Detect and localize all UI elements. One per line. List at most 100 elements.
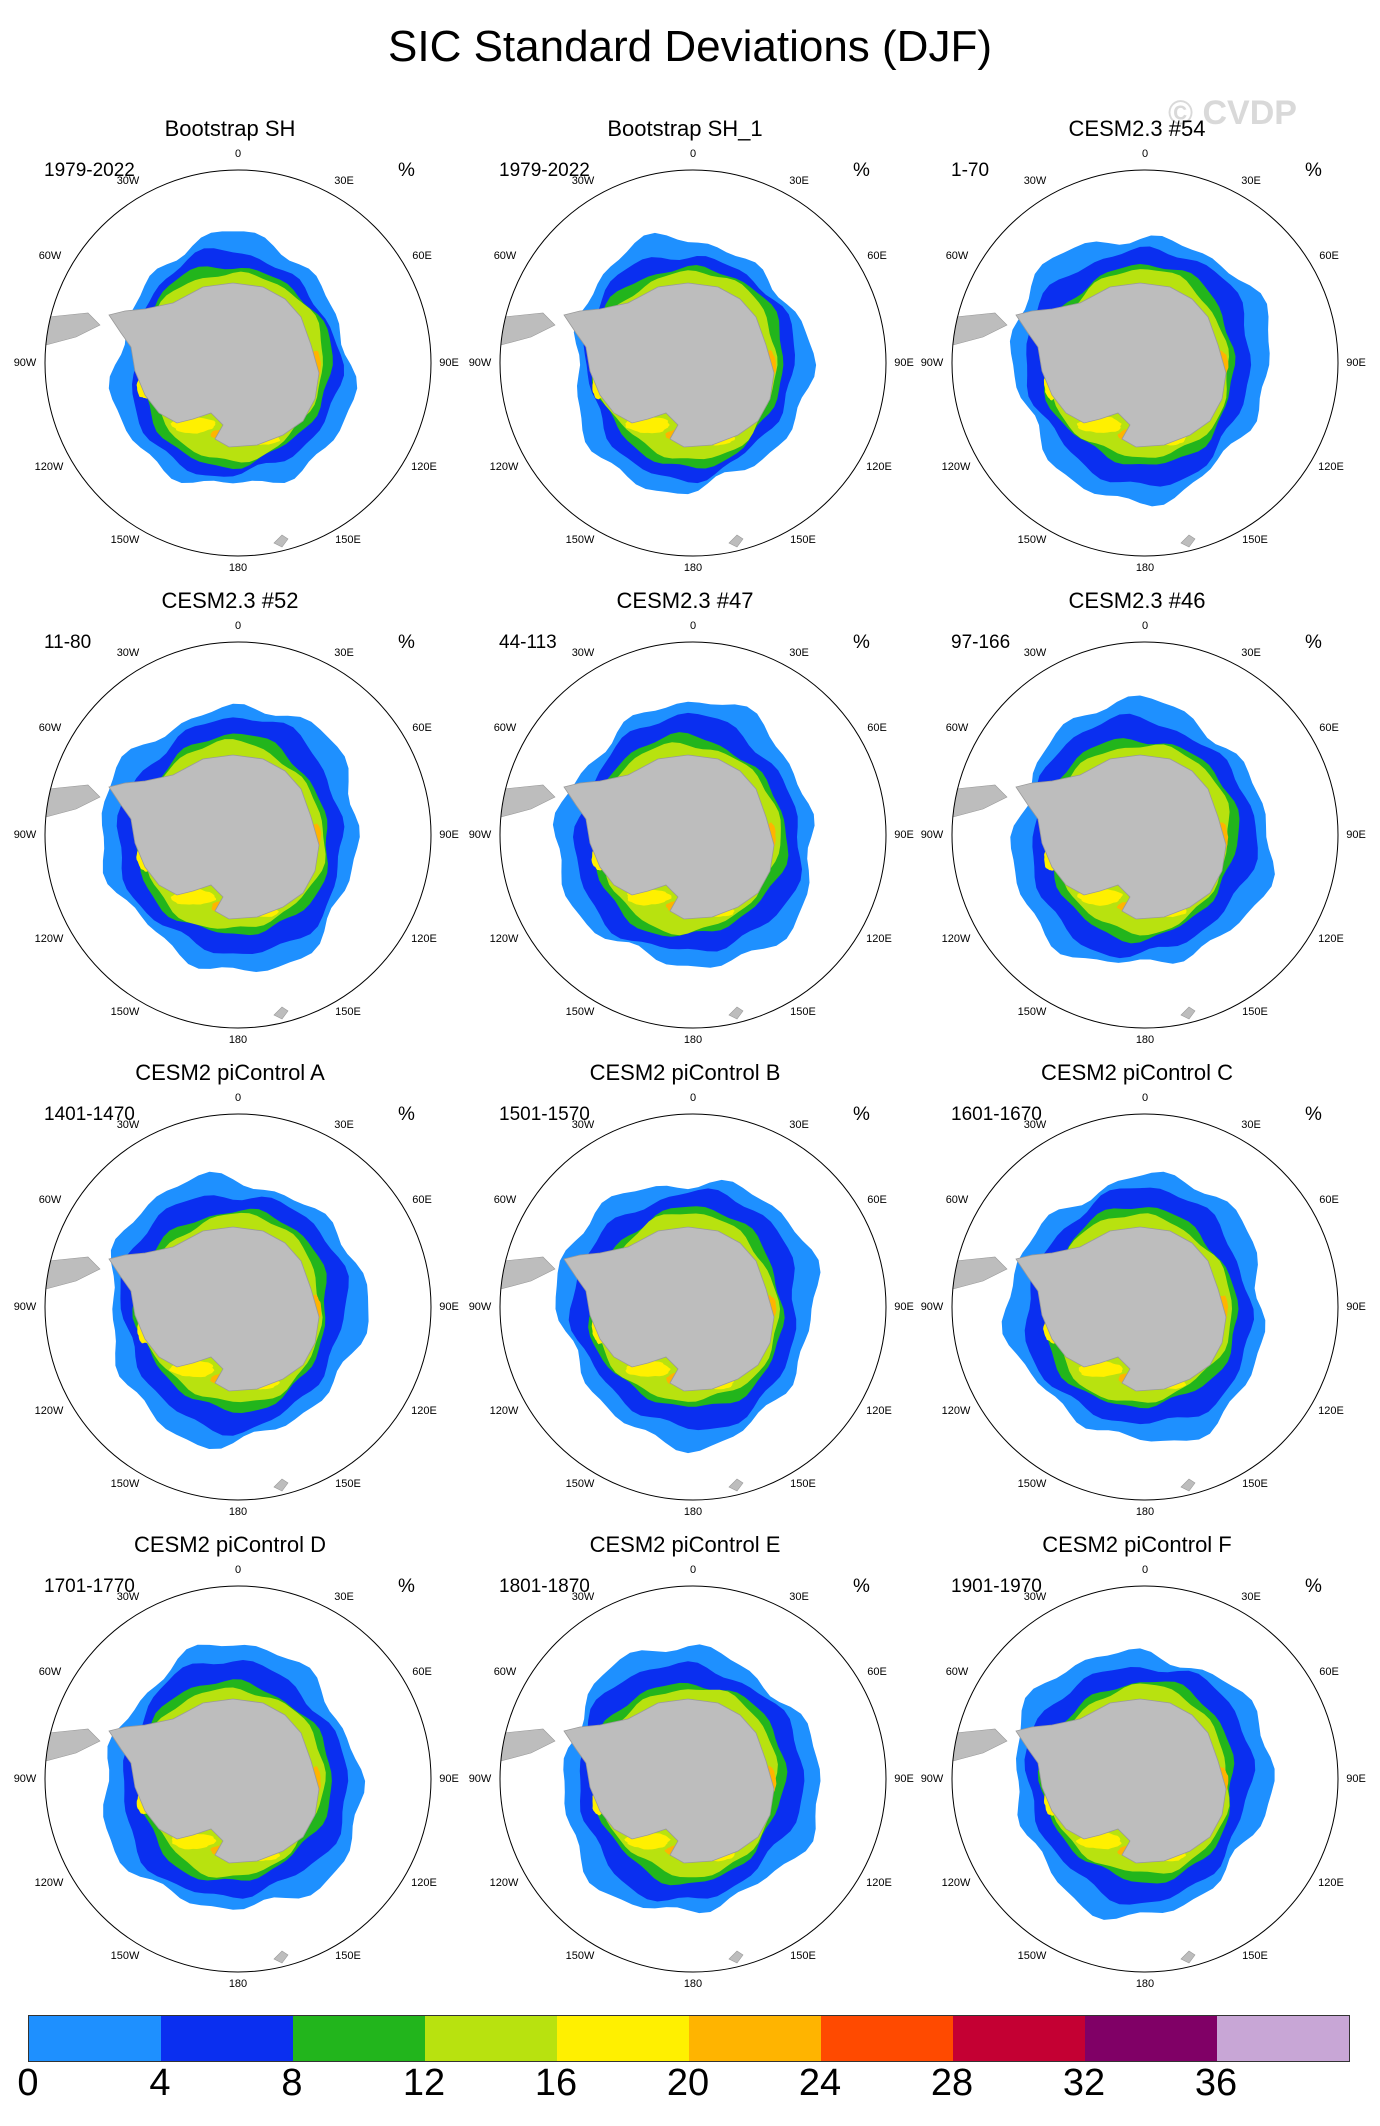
longitude-label: 150E	[335, 534, 361, 546]
colorbar-tick: 32	[1062, 2062, 1106, 2104]
longitude-label: 90E	[894, 1773, 914, 1785]
panel-years: 97-166	[951, 632, 1011, 653]
map-panel: CESM2 piControl C 1601-1670% 0 30E 60E 90E 120…	[907, 944, 1367, 1518]
antarctica-land	[108, 1226, 320, 1392]
new-zealand-land	[728, 1478, 744, 1492]
longitude-label: 90W	[921, 1773, 944, 1785]
longitude-label: 0	[1142, 148, 1148, 160]
new-zealand-land	[273, 1478, 289, 1492]
colorbar-tick: 24	[798, 2062, 842, 2104]
longitude-label: 120W	[490, 461, 519, 473]
longitude-label: 180	[684, 1506, 702, 1518]
longitude-label: 90W	[14, 357, 37, 369]
longitude-label: 60W	[946, 1666, 969, 1678]
panel-units: %	[853, 1104, 870, 1125]
colorbar-segment	[425, 2016, 557, 2061]
longitude-label: 30W	[117, 647, 140, 659]
longitude-label: 30E	[789, 1119, 809, 1131]
longitude-label: 90E	[894, 829, 914, 841]
longitude-label: 30E	[1241, 175, 1261, 187]
longitude-label: 180	[1136, 1978, 1154, 1990]
panel-units: %	[1305, 632, 1322, 653]
panel-years: 1701-1770	[44, 1576, 135, 1597]
longitude-label: 30E	[789, 175, 809, 187]
new-zealand-land	[1180, 1006, 1196, 1020]
colorbar-tick: 16	[534, 2062, 578, 2104]
longitude-label: 90E	[1346, 1301, 1366, 1313]
longitude-label: 180	[229, 1978, 247, 1990]
antarctica-land	[1015, 754, 1227, 920]
longitude-label: 30E	[1241, 647, 1261, 659]
longitude-label: 90E	[439, 829, 459, 841]
antarctica-land	[563, 1698, 775, 1864]
longitude-label: 60E	[867, 250, 887, 262]
longitude-label: 150E	[335, 1006, 361, 1018]
colorbar-segment	[293, 2016, 425, 2061]
longitude-label: 120W	[35, 1877, 64, 1889]
panel-title: Bootstrap SH_1	[607, 116, 763, 141]
antarctica-land	[108, 1698, 320, 1864]
longitude-label: 150W	[1018, 1478, 1047, 1490]
panel-title: CESM2 piControl A	[135, 1060, 325, 1085]
polar-map: 0 30E 60E 90E 120E 150E 180 150W 120W 90W 60W 30W	[14, 1092, 459, 1518]
antarctica-land	[563, 282, 775, 448]
antarctica-land	[108, 754, 320, 920]
panel-years: 11-80	[44, 632, 92, 653]
longitude-label: 90W	[14, 1301, 37, 1313]
longitude-label: 120W	[35, 1405, 64, 1417]
map-boundary	[499, 1585, 887, 1973]
panel-years: 1801-1870	[499, 1576, 590, 1597]
longitude-label: 180	[229, 1034, 247, 1046]
longitude-label: 150W	[111, 534, 140, 546]
panel-units: %	[398, 1104, 415, 1125]
longitude-label: 90E	[1346, 1773, 1366, 1785]
colorbar-segment	[29, 2016, 161, 2061]
new-zealand-land	[1180, 1950, 1196, 1964]
longitude-label: 60E	[412, 1194, 432, 1206]
longitude-label: 30W	[572, 647, 595, 659]
longitude-label: 120W	[942, 461, 971, 473]
panel-units: %	[1305, 1104, 1322, 1125]
longitude-label: 90E	[1346, 829, 1366, 841]
longitude-label: 0	[690, 148, 696, 160]
map-boundary	[44, 169, 432, 557]
map-boundary	[951, 1585, 1339, 1973]
antarctica-land	[563, 754, 775, 920]
longitude-label: 150E	[790, 1478, 816, 1490]
longitude-label: 30E	[334, 1591, 354, 1603]
panel-years: 1501-1570	[499, 1104, 590, 1125]
longitude-label: 60W	[494, 250, 517, 262]
panel-years: 1901-1970	[951, 1576, 1042, 1597]
longitude-label: 30E	[789, 647, 809, 659]
new-zealand-land	[273, 1006, 289, 1020]
map-boundary	[44, 1113, 432, 1501]
colorbar-segment	[1085, 2016, 1217, 2061]
longitude-label: 150E	[1242, 1950, 1268, 1962]
antarctica-land	[1015, 282, 1227, 448]
panel-years: 1601-1670	[951, 1104, 1042, 1125]
longitude-label: 150E	[335, 1478, 361, 1490]
longitude-label: 150W	[566, 1006, 595, 1018]
longitude-label: 30W	[572, 1591, 595, 1603]
panel-title: CESM2.3 #47	[616, 588, 754, 613]
colorbar-tick: 0	[17, 2062, 39, 2104]
longitude-label: 180	[229, 562, 247, 574]
longitude-label: 150W	[1018, 1950, 1047, 1962]
colorbar-segment	[689, 2016, 821, 2061]
longitude-label: 30W	[572, 175, 595, 187]
colorbar-tick: 28	[930, 2062, 974, 2104]
antarctica-land	[108, 282, 320, 448]
panel-title: CESM2 piControl E	[589, 1532, 781, 1557]
longitude-label: 90W	[469, 1301, 492, 1313]
polar-map: 0 30E 60E 90E 120E 150E 180 150W 120W 90W 60W 30W	[14, 1564, 459, 1990]
longitude-label: 150W	[566, 534, 595, 546]
longitude-label: 60W	[494, 1194, 517, 1206]
panel-units: %	[398, 1576, 415, 1597]
longitude-label: 120E	[1318, 461, 1344, 473]
longitude-label: 150E	[1242, 1478, 1268, 1490]
panel-years: 1979-2022	[499, 160, 590, 181]
longitude-label: 150W	[111, 1950, 140, 1962]
colorbar-segment	[953, 2016, 1085, 2061]
longitude-label: 30W	[117, 1591, 140, 1603]
longitude-label: 0	[235, 620, 241, 632]
